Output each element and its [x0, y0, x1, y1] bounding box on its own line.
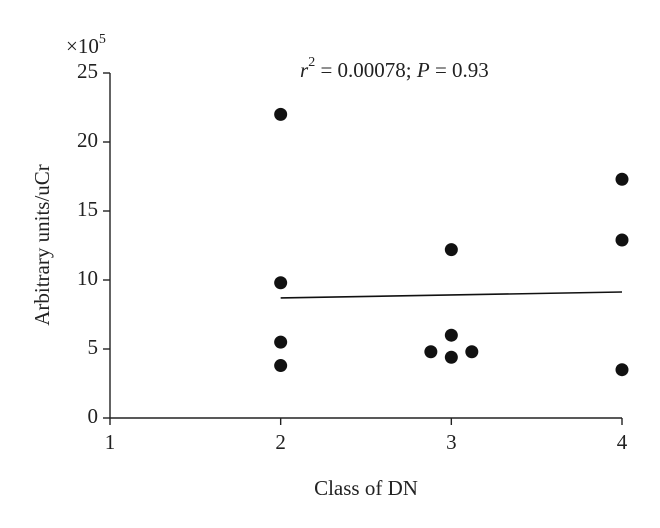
point	[274, 107, 288, 121]
y-tick-label: 25	[77, 59, 98, 83]
x-tick-label: 4	[617, 430, 628, 454]
point	[274, 359, 288, 373]
y-tick-label: 20	[77, 128, 98, 152]
trend-line	[280, 291, 623, 299]
annotation-part: = 0.00078;	[315, 58, 417, 82]
annotation-part: 2	[308, 55, 315, 70]
point	[444, 243, 458, 257]
y-axis-label: Arbitrary units/uCr	[30, 164, 54, 326]
y-multiplier-exp: 5	[99, 32, 106, 47]
x-tick-label: 2	[275, 430, 286, 454]
annotation-part: = 0.93	[430, 58, 489, 82]
y-tick-label: 15	[77, 197, 98, 221]
x-tick-label: 3	[446, 430, 457, 454]
point	[615, 233, 629, 247]
x-tick-label: 1	[105, 430, 116, 454]
annotation: r2 = 0.00078; P = 0.93	[300, 55, 489, 82]
x-axis-label: Class of DN	[314, 476, 418, 500]
point	[444, 350, 458, 364]
point	[615, 363, 629, 377]
y-tick-label: 0	[88, 404, 99, 428]
point	[465, 345, 479, 359]
annotation-part: r	[300, 58, 309, 82]
point	[274, 335, 288, 349]
y-tick-label: 5	[88, 335, 99, 359]
point	[274, 276, 288, 290]
point	[444, 328, 458, 342]
point	[424, 345, 438, 359]
point	[615, 172, 629, 186]
y-tick-label: 10	[77, 266, 98, 290]
y-multiplier: ×105	[66, 32, 106, 58]
annotation-part: P	[416, 58, 430, 82]
y-multiplier-base: ×10	[66, 34, 99, 58]
